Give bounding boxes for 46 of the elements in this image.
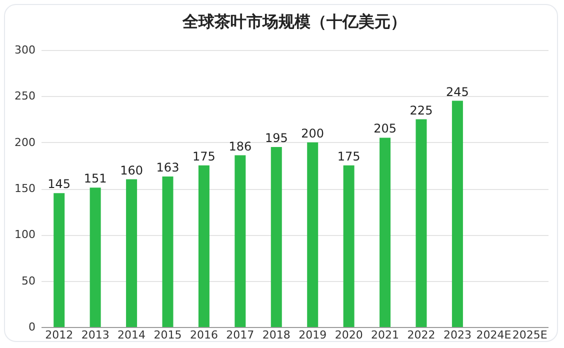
- data-label: 186: [228, 139, 252, 154]
- y-tick-label: 300: [14, 44, 36, 56]
- y-tick-label: 150: [14, 182, 36, 195]
- data-label: 205: [374, 122, 396, 136]
- y-tick-label: 250: [14, 90, 36, 103]
- bar: [307, 142, 318, 327]
- x-tick-label: 2022: [407, 328, 436, 342]
- y-tick-label: 50: [22, 274, 36, 288]
- bar: [270, 146, 282, 327]
- bar: [452, 100, 463, 327]
- data-label: 225: [410, 103, 433, 118]
- data-label: 163: [156, 160, 180, 174]
- bar: [126, 179, 138, 327]
- bar: [343, 165, 354, 327]
- y-tick-label: 100: [14, 228, 36, 242]
- data-label: 145: [48, 177, 71, 192]
- data-label: 195: [264, 130, 288, 145]
- data-label: 175: [337, 149, 360, 164]
- bar: [416, 119, 427, 327]
- x-tick-label: 2023: [443, 328, 472, 342]
- x-tick-label: 2019: [298, 328, 327, 342]
- bar: [380, 138, 391, 327]
- data-label: 151: [84, 172, 107, 186]
- x-tick-label: 2017: [226, 328, 254, 342]
- x-tick-label: 2018: [262, 328, 290, 342]
- x-tick-label: 2015: [154, 328, 182, 342]
- bar: [234, 155, 246, 327]
- x-tick-label: 2013: [81, 328, 110, 342]
- y-tick-label: 200: [14, 136, 36, 149]
- data-label: 245: [446, 84, 469, 99]
- x-tick-label: 2025E: [512, 328, 548, 342]
- data-label: 160: [120, 163, 143, 178]
- x-tick-label: 2024E: [476, 328, 512, 342]
- bar: [198, 165, 210, 327]
- x-tick-label: 2014: [118, 328, 146, 342]
- bar: [90, 188, 101, 327]
- y-tick-label: 0: [28, 320, 36, 334]
- x-tick-label: 2012: [45, 328, 74, 342]
- data-label: 175: [192, 149, 216, 164]
- bar: [54, 193, 65, 327]
- bar: [162, 176, 174, 327]
- data-label: 200: [301, 126, 324, 140]
- chart-title: 全球茶叶市场规模（十亿美元）: [182, 12, 406, 31]
- x-tick-label: 2021: [371, 328, 400, 342]
- x-tick-label: 2016: [190, 328, 218, 342]
- x-tick-label: 2020: [334, 328, 363, 342]
